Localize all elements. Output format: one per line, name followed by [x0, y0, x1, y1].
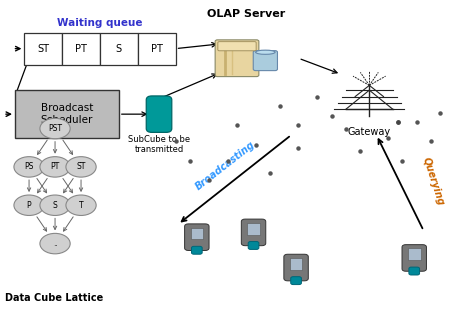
FancyBboxPatch shape — [290, 258, 302, 270]
FancyBboxPatch shape — [284, 254, 308, 281]
Text: ST: ST — [76, 162, 86, 171]
FancyBboxPatch shape — [191, 246, 202, 254]
Text: OLAP Server: OLAP Server — [207, 9, 285, 19]
Text: Broadcast
Scheduler: Broadcast Scheduler — [41, 103, 93, 125]
Text: PS: PS — [24, 162, 34, 171]
FancyBboxPatch shape — [62, 33, 100, 65]
FancyBboxPatch shape — [100, 33, 138, 65]
FancyBboxPatch shape — [146, 96, 172, 132]
FancyBboxPatch shape — [138, 33, 175, 65]
Text: P: P — [27, 201, 31, 210]
FancyBboxPatch shape — [15, 90, 119, 138]
Circle shape — [66, 195, 96, 215]
Text: ST: ST — [37, 44, 49, 54]
FancyBboxPatch shape — [191, 228, 203, 239]
Text: S: S — [53, 201, 57, 210]
Text: SubCube to be
transmitted: SubCube to be transmitted — [128, 135, 190, 154]
Text: Broadcasting: Broadcasting — [193, 139, 257, 192]
FancyBboxPatch shape — [24, 33, 62, 65]
Circle shape — [40, 233, 70, 254]
FancyBboxPatch shape — [247, 223, 260, 235]
Circle shape — [40, 118, 70, 139]
Text: PT: PT — [151, 44, 163, 54]
FancyBboxPatch shape — [409, 267, 419, 275]
FancyBboxPatch shape — [291, 277, 301, 285]
Text: PST: PST — [48, 124, 62, 133]
Circle shape — [66, 157, 96, 177]
FancyBboxPatch shape — [402, 245, 427, 271]
FancyBboxPatch shape — [248, 241, 259, 249]
Text: PT: PT — [75, 44, 87, 54]
Text: S: S — [116, 44, 122, 54]
Text: Gateway: Gateway — [348, 127, 391, 137]
FancyBboxPatch shape — [253, 51, 277, 71]
Text: Data Cube Lattice: Data Cube Lattice — [5, 293, 104, 303]
Text: Waiting queue: Waiting queue — [57, 18, 143, 28]
Circle shape — [14, 157, 44, 177]
Circle shape — [40, 157, 70, 177]
FancyBboxPatch shape — [408, 248, 420, 260]
Circle shape — [14, 195, 44, 215]
Ellipse shape — [255, 50, 275, 54]
FancyBboxPatch shape — [215, 40, 259, 77]
Text: PT: PT — [50, 162, 60, 171]
FancyBboxPatch shape — [241, 219, 266, 246]
Text: ..: .. — [53, 239, 57, 248]
Circle shape — [40, 195, 70, 215]
FancyBboxPatch shape — [184, 224, 209, 250]
FancyBboxPatch shape — [218, 42, 256, 51]
Text: Querying: Querying — [420, 156, 446, 207]
Text: T: T — [79, 201, 83, 210]
